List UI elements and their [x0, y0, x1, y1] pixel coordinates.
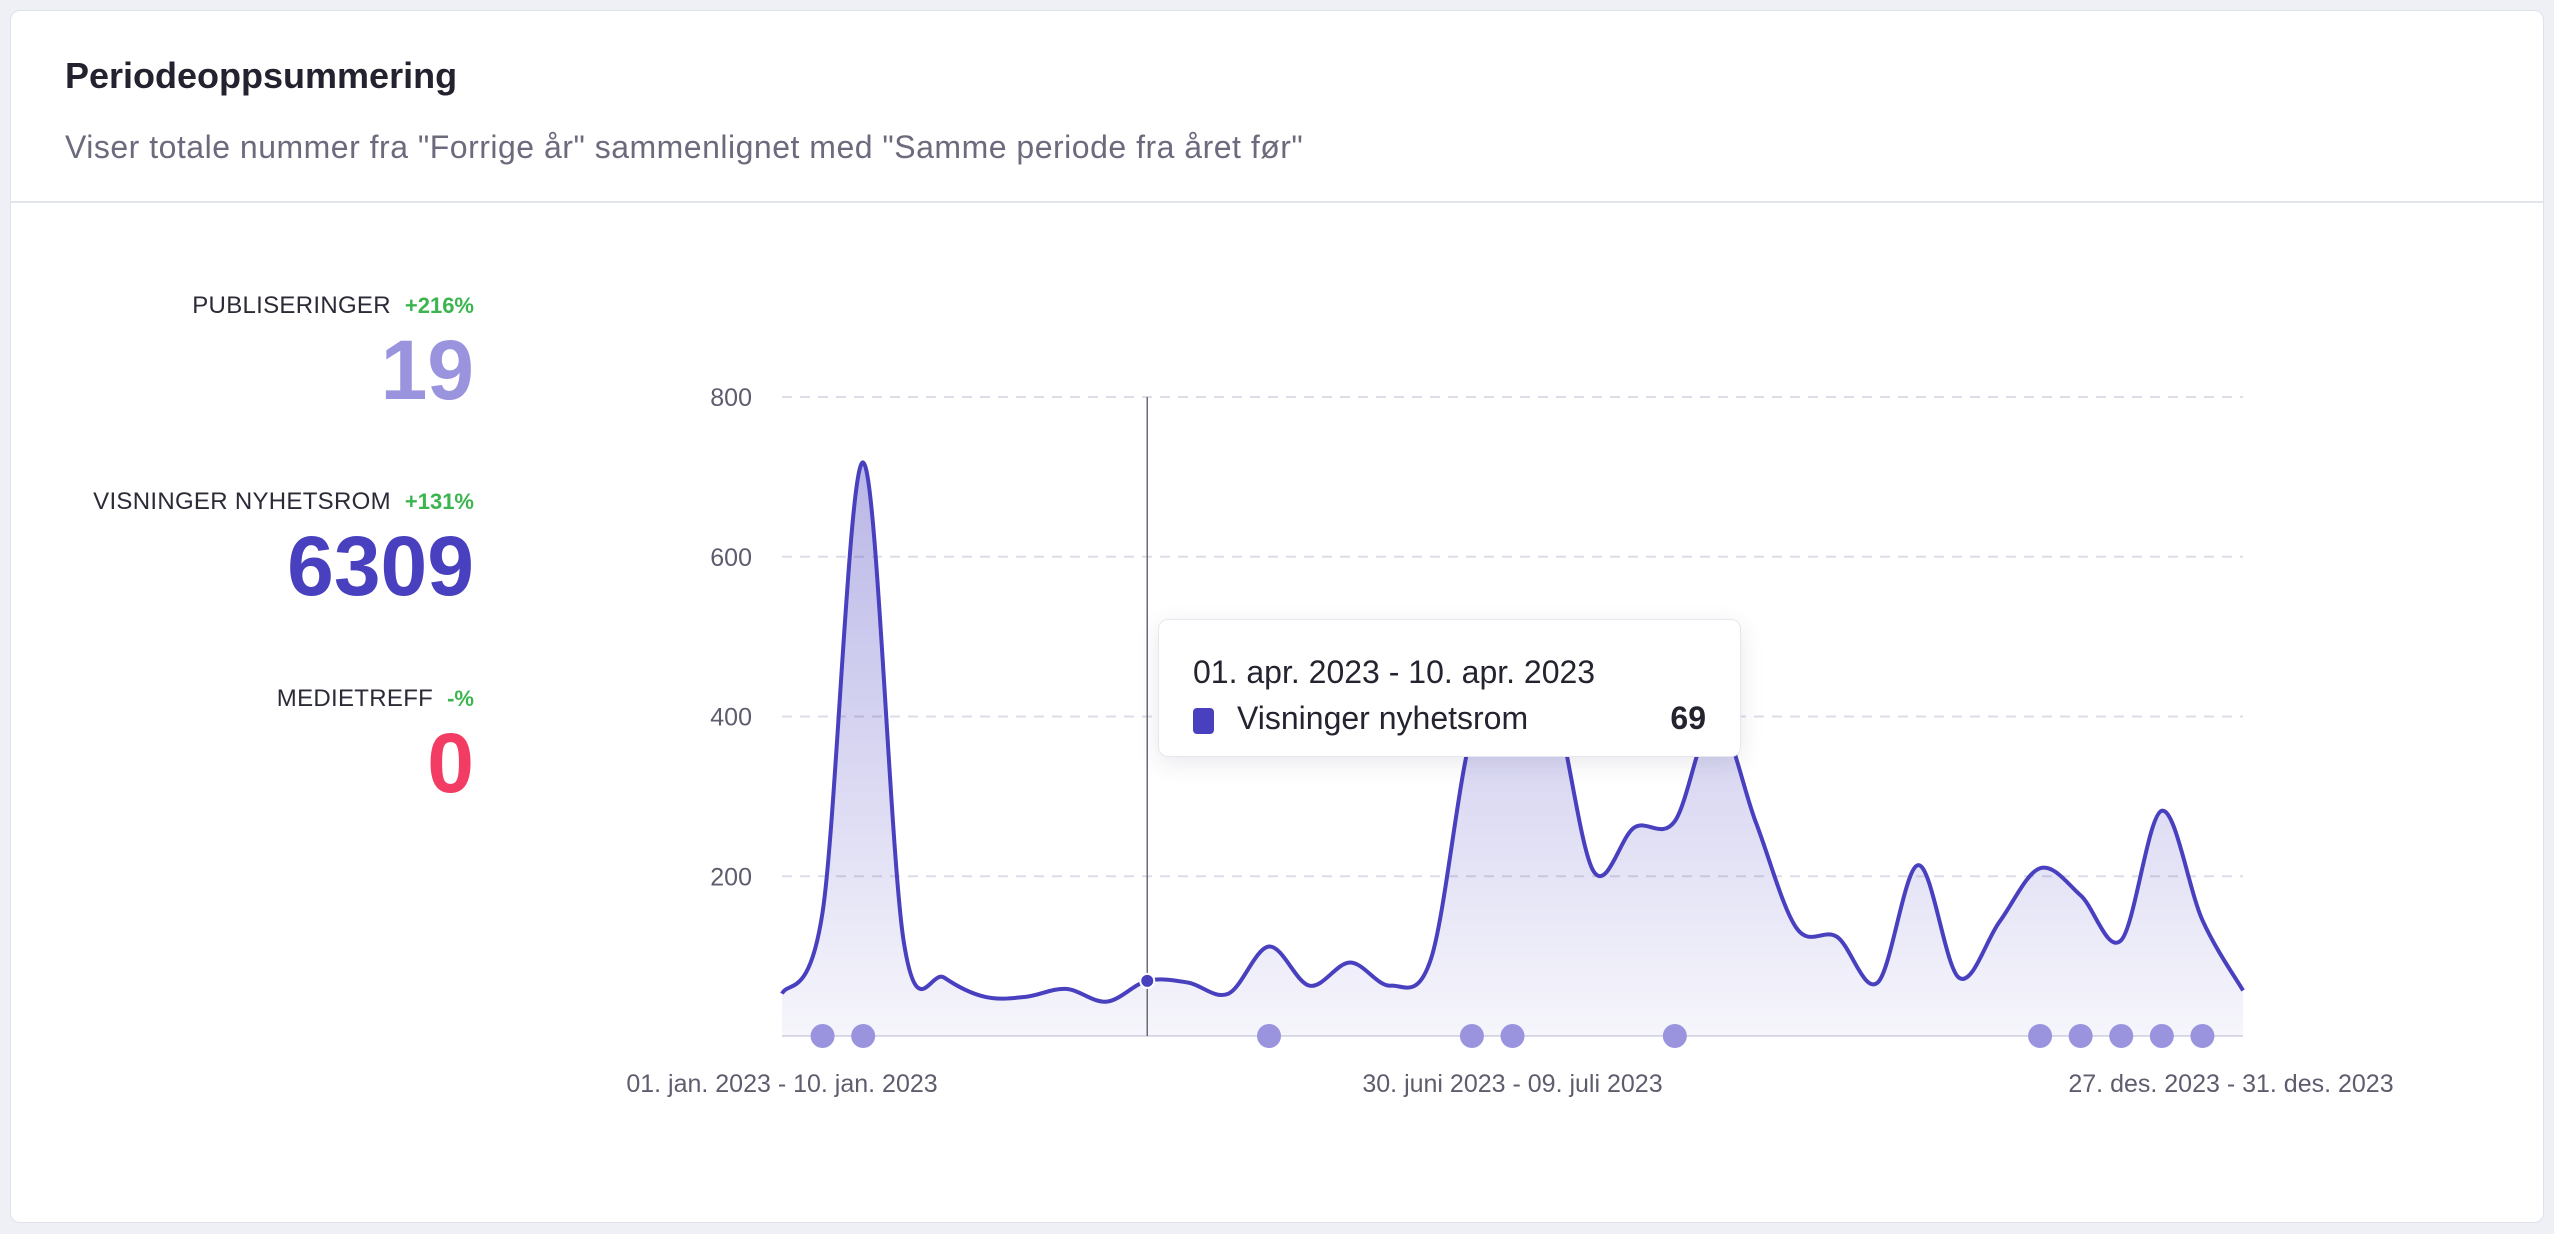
card-subtitle: Viser totale nummer fra "Forrige år" sam…: [65, 129, 1304, 165]
publication-marker: [851, 1024, 876, 1048]
stat-change: +216%: [404, 293, 474, 318]
stat-publiseringer: PUBLISERINGER +216% 19: [192, 292, 474, 412]
publication-marker: [2028, 1024, 2053, 1048]
stat-label: MEDIETREFF: [276, 685, 434, 712]
y-tick-label: 800: [710, 384, 752, 412]
tooltip-series-name: Visninger nyhetsrom: [1237, 700, 1529, 736]
publication-marker: [2109, 1024, 2134, 1048]
publication-marker: [1257, 1024, 1281, 1048]
stat-label: VISNINGER NYHETSROM: [93, 488, 391, 515]
publication-marker: [2149, 1024, 2174, 1048]
publication-marker: [2190, 1024, 2215, 1048]
stat-value: 6309: [287, 519, 474, 613]
publication-marker: [810, 1024, 835, 1048]
chart-tooltip: 01. apr. 2023 - 10. apr. 2023 Visninger …: [1158, 619, 1741, 757]
publication-marker: [1500, 1024, 1525, 1048]
y-tick-label: 200: [710, 863, 752, 891]
stat-label: PUBLISERINGER: [192, 292, 391, 319]
stat-visninger-nyhetsrom: VISNINGER NYHETSROM +131% 6309: [93, 488, 474, 608]
header-divider: [11, 201, 2543, 203]
x-tick-label: 01. jan. 2023 - 10. jan. 2023: [626, 1070, 937, 1098]
stat-change: +131%: [404, 489, 474, 514]
publication-marker: [2068, 1024, 2093, 1048]
x-tick-label: 30. juni 2023 - 09. juli 2023: [1362, 1070, 1662, 1098]
tooltip-value: 69: [1670, 700, 1706, 736]
hover-point: [1139, 972, 1156, 989]
y-tick-label: 400: [710, 704, 752, 732]
stat-change: -%: [447, 686, 474, 711]
stat-medietreff: MEDIETREFF -% 0: [277, 685, 474, 805]
x-tick-label: 27. des. 2023 - 31. des. 2023: [2068, 1070, 2393, 1098]
y-tick-label: 600: [710, 544, 752, 572]
stat-value: 0: [427, 716, 474, 810]
publication-marker: [1662, 1024, 1687, 1048]
stat-value: 19: [380, 323, 474, 417]
tooltip-date: 01. apr. 2023 - 10. apr. 2023: [1193, 654, 1596, 690]
publication-marker: [1459, 1024, 1484, 1048]
card-title: Periodeoppsummering: [65, 55, 458, 96]
tooltip-series-swatch: [1193, 708, 1214, 734]
